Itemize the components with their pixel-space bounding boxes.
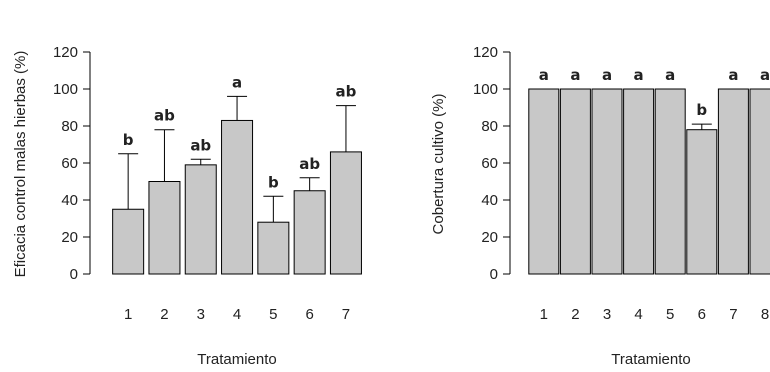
bar xyxy=(686,129,718,275)
x-axis-title: Tratamiento xyxy=(197,351,276,368)
x-tick-label: 7 xyxy=(729,306,737,323)
x-tick-label: 1 xyxy=(540,306,548,323)
y-tick-label: 120 xyxy=(53,44,78,61)
bar xyxy=(528,88,560,275)
significance-label: a xyxy=(634,66,644,84)
bar xyxy=(257,221,290,275)
significance-label: a xyxy=(232,73,242,91)
y-tick-label: 100 xyxy=(53,81,78,98)
x-tick-label: 3 xyxy=(603,306,611,323)
x-tick-label: 7 xyxy=(342,306,350,323)
bar xyxy=(329,151,362,275)
y-tick-label: 120 xyxy=(473,44,498,61)
y-tick-label: 80 xyxy=(61,118,78,135)
significance-label: b xyxy=(268,173,279,191)
bar xyxy=(148,181,181,275)
y-axis-title: Cobertura cultivo (%) xyxy=(430,94,447,235)
y-tick-label: 20 xyxy=(61,229,78,246)
significance-label: ab xyxy=(154,107,175,125)
x-tick-label: 1 xyxy=(124,306,132,323)
x-tick-label: 4 xyxy=(233,306,241,323)
x-tick-label: 2 xyxy=(571,306,579,323)
x-axis-title: Tratamiento xyxy=(611,351,690,368)
bar xyxy=(623,88,655,275)
bar xyxy=(559,88,591,275)
y-tick-label: 80 xyxy=(481,118,498,135)
significance-label: a xyxy=(728,66,738,84)
bar xyxy=(293,190,326,275)
significance-label: b xyxy=(696,101,707,119)
x-tick-label: 2 xyxy=(160,306,168,323)
x-tick-label: 6 xyxy=(698,306,706,323)
y-tick-label: 60 xyxy=(481,155,498,172)
bar xyxy=(221,119,254,275)
significance-label: ab xyxy=(336,83,357,101)
significance-label: a xyxy=(539,66,549,84)
bar xyxy=(654,88,686,275)
y-tick-label: 40 xyxy=(61,192,78,209)
x-tick-label: 6 xyxy=(305,306,313,323)
y-tick-label: 20 xyxy=(481,229,498,246)
x-tick-label: 3 xyxy=(197,306,205,323)
significance-label: a xyxy=(665,66,675,84)
x-tick-label: 8 xyxy=(761,306,769,323)
bar xyxy=(112,208,145,275)
chart-panel-weed-control: Eficacia control malas hierbas (%) Trata… xyxy=(12,44,362,368)
significance-label: ab xyxy=(299,155,320,173)
significance-label: a xyxy=(570,66,580,84)
x-tick-label: 5 xyxy=(269,306,277,323)
y-tick-label: 60 xyxy=(61,155,78,172)
bar xyxy=(749,88,770,275)
significance-label: a xyxy=(602,66,612,84)
significance-label: ab xyxy=(190,136,211,154)
bar xyxy=(591,88,623,275)
significance-label: b xyxy=(123,131,134,149)
significance-label: a xyxy=(760,66,770,84)
x-tick-label: 4 xyxy=(634,306,642,323)
y-tick-label: 100 xyxy=(473,81,498,98)
bar xyxy=(717,88,749,275)
chart-panel-crop-cover: Cobertura cultivo (%) Tratamiento 0 20 40 6… xyxy=(430,44,770,368)
x-tick-label: 5 xyxy=(666,306,674,323)
y-axis-title: Eficacia control malas hierbas (%) xyxy=(12,51,29,278)
y-tick-label: 40 xyxy=(481,192,498,209)
y-tick-label: 0 xyxy=(490,266,498,283)
bar xyxy=(184,164,217,275)
y-tick-label: 0 xyxy=(70,266,78,283)
